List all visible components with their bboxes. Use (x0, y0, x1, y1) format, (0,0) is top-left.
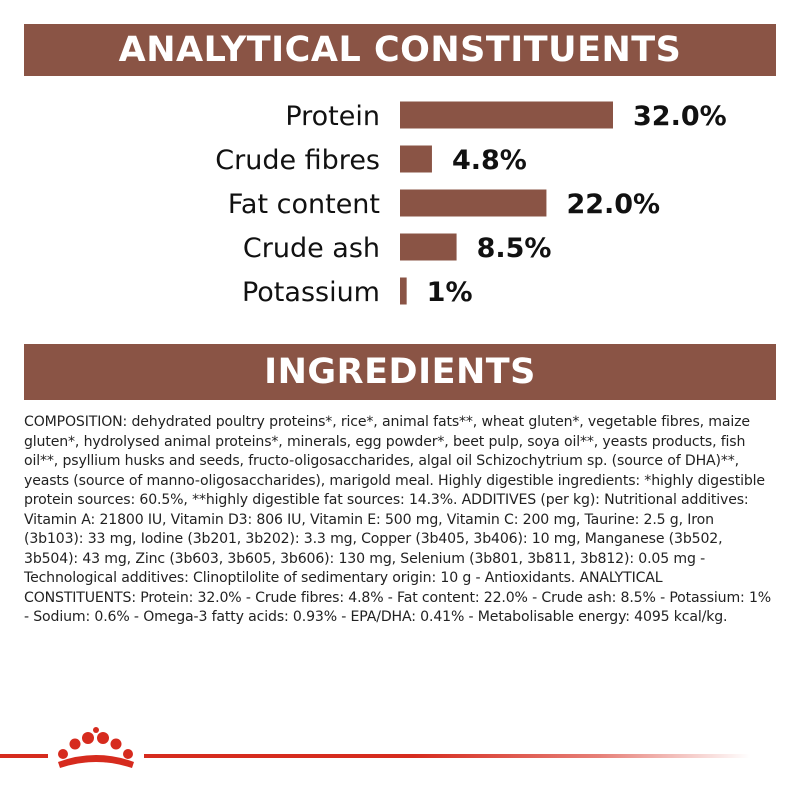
crown-icon (58, 727, 134, 768)
bar-protein (400, 101, 613, 129)
category-label-protein: Protein (285, 101, 380, 132)
category-label-crude-fibres: Crude fibres (215, 145, 380, 176)
category-label-crude-ash: Crude ash (243, 233, 380, 264)
bar-fat-content (400, 189, 547, 217)
value-label-crude-fibres: 4.8% (452, 145, 527, 176)
royal-canin-logo (48, 724, 144, 780)
ingredients-header: INGREDIENTS (24, 344, 776, 400)
category-label-fat-content: Fat content (228, 189, 380, 220)
bar-crude-ash (400, 233, 457, 261)
footer-red-line (0, 754, 750, 758)
value-label-protein: 32.0% (633, 101, 727, 132)
bar-potassium (400, 277, 407, 305)
value-label-fat-content: 22.0% (566, 189, 660, 220)
analytical-constituents-title: ANALYTICAL CONSTITUENTS (118, 30, 682, 70)
ingredients-title: INGREDIENTS (264, 352, 536, 392)
analytical-constituents-header: ANALYTICAL CONSTITUENTS (24, 24, 776, 76)
bar-crude-fibres (400, 145, 432, 173)
analytical-constituents-chart: Protein 32.0% Crude fibres 4.8% Fat content 2… (215, 101, 727, 308)
value-label-crude-ash: 8.5% (477, 233, 552, 264)
composition-text: COMPOSITION: dehydrated poultry proteins… (24, 414, 772, 625)
value-label-potassium: 1% (427, 277, 473, 308)
category-label-potassium: Potassium (242, 277, 380, 308)
